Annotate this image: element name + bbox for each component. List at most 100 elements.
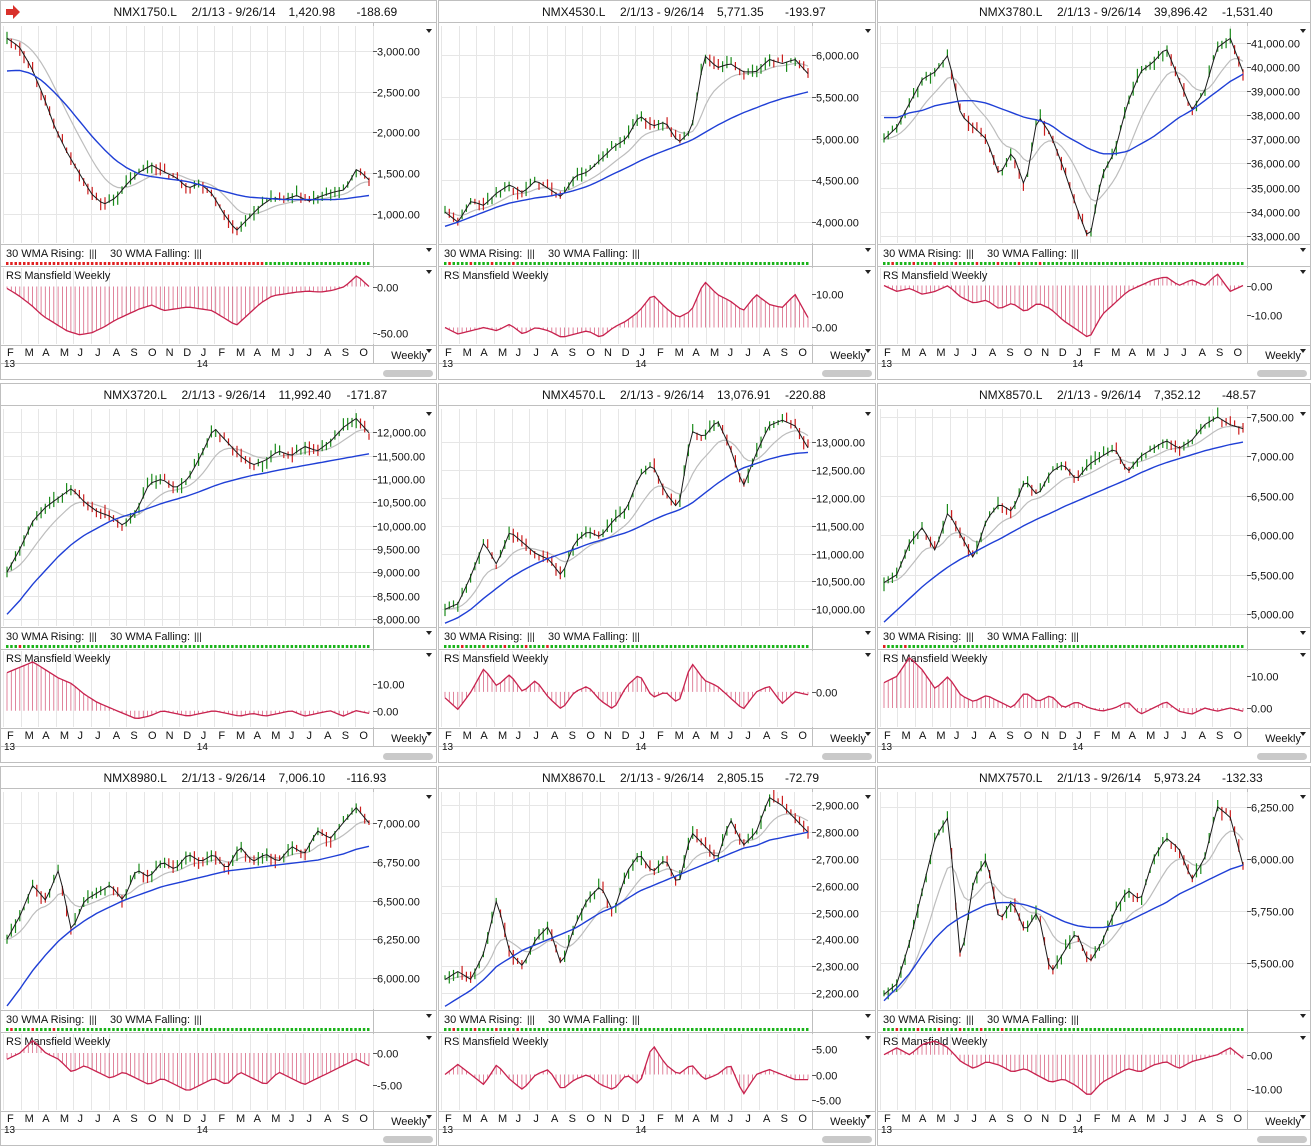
chart-panel-nmx3780-l[interactable]: NMX3780.L 2/1/13 - 9/26/14 39,896.42 -1,531… — [877, 0, 1311, 380]
month-tick-label: J — [1164, 730, 1170, 742]
wma-status-dot — [1144, 645, 1147, 648]
dropdown-triangle-icon[interactable] — [426, 795, 432, 799]
dropdown-triangle-icon[interactable] — [426, 1036, 432, 1040]
dropdown-triangle-icon[interactable] — [865, 631, 871, 635]
chart-svg: NMX3720.L 2/1/13 - 9/26/14 11,992.40 -171.8… — [0, 383, 437, 763]
horizontal-scrollbar[interactable] — [383, 753, 433, 760]
wma10-line — [444, 430, 809, 610]
horizontal-scrollbar[interactable] — [822, 753, 872, 760]
wma-status-dot — [52, 1028, 56, 1031]
wma-status-dot — [23, 262, 26, 265]
falling-marker: ||| — [194, 632, 202, 643]
horizontal-scrollbar[interactable] — [822, 1136, 872, 1143]
dropdown-triangle-icon[interactable] — [426, 270, 432, 274]
wma-status-dot — [925, 262, 928, 265]
dropdown-triangle-icon[interactable] — [426, 248, 432, 252]
dropdown-triangle-icon[interactable] — [426, 349, 432, 353]
horizontal-scrollbar[interactable] — [1257, 1136, 1307, 1143]
wma-status-dot — [448, 645, 451, 648]
date-range-label: 2/1/13 - 9/26/14 — [1057, 388, 1141, 402]
chart-panel-nmx7570-l[interactable]: NMX7570.L 2/1/13 - 9/26/14 5,973.24 -132.33… — [877, 766, 1311, 1146]
dropdown-triangle-icon[interactable] — [865, 1115, 871, 1119]
wma-status-dot — [358, 645, 361, 648]
wma-status-dot — [996, 1028, 1000, 1031]
wma-status-dot — [1194, 645, 1198, 648]
rs-tick-label: 0.00 — [1251, 1051, 1272, 1063]
horizontal-scrollbar[interactable] — [1257, 753, 1307, 760]
dropdown-triangle-icon[interactable] — [426, 631, 432, 635]
horizontal-scrollbar[interactable] — [1257, 370, 1307, 377]
wma-status-dot — [99, 645, 102, 648]
dropdown-triangle-icon[interactable] — [865, 732, 871, 736]
dropdown-triangle-icon[interactable] — [865, 248, 871, 252]
month-tick-label: J — [745, 347, 751, 359]
wma-status-dot — [290, 262, 294, 265]
date-range-label: 2/1/13 - 9/26/14 — [620, 5, 704, 19]
dropdown-triangle-icon[interactable] — [1300, 631, 1306, 635]
chart-panel-nmx1750-l[interactable]: NMX1750.L 2/1/13 - 9/26/14 1,420.98 -188.69… — [0, 0, 437, 380]
dropdown-triangle-icon[interactable] — [1300, 1014, 1306, 1018]
dropdown-triangle-icon[interactable] — [865, 1036, 871, 1040]
horizontal-scrollbar[interactable] — [822, 370, 872, 377]
dropdown-triangle-icon[interactable] — [1300, 795, 1306, 799]
chart-panel-nmx3720-l[interactable]: NMX3720.L 2/1/13 - 9/26/14 11,992.40 -171.8… — [0, 383, 437, 763]
wma-status-dot — [559, 645, 562, 648]
dropdown-triangle-icon[interactable] — [865, 795, 871, 799]
horizontal-scrollbar[interactable] — [383, 1136, 433, 1143]
dropdown-triangle-icon[interactable] — [1300, 1115, 1306, 1119]
horizontal-scrollbar[interactable] — [383, 370, 433, 377]
dropdown-triangle-icon[interactable] — [865, 653, 871, 657]
wma-status-dot — [129, 645, 132, 648]
price-line — [883, 806, 1244, 995]
dropdown-triangle-icon[interactable] — [1300, 653, 1306, 657]
y-tick-label: 36,000.00 — [1251, 159, 1300, 171]
dropdown-triangle-icon[interactable] — [865, 412, 871, 416]
dropdown-triangle-icon[interactable] — [1300, 412, 1306, 416]
wma-status-dot — [516, 645, 519, 648]
dropdown-triangle-icon[interactable] — [1300, 732, 1306, 736]
month-tick-label: O — [148, 730, 157, 742]
wma-status-dot — [1102, 645, 1105, 648]
wma-status-dot — [1127, 645, 1130, 648]
dropdown-triangle-icon[interactable] — [426, 1014, 432, 1018]
chart-panel-nmx8980-l[interactable]: NMX8980.L 2/1/13 - 9/26/14 7,006.10 -116.93… — [0, 766, 437, 1146]
chart-svg: NMX8980.L 2/1/13 - 9/26/14 7,006.10 -116.93… — [0, 766, 437, 1146]
dropdown-triangle-icon[interactable] — [1300, 349, 1306, 353]
month-tick-label: O — [798, 347, 807, 359]
dropdown-triangle-icon[interactable] — [1300, 248, 1306, 252]
wma-status-dot — [120, 645, 124, 648]
chart-panel-nmx4570-l[interactable]: NMX4570.L 2/1/13 - 9/26/14 13,076.91 -220.8… — [438, 383, 876, 763]
dropdown-triangle-icon[interactable] — [865, 270, 871, 274]
dropdown-triangle-icon[interactable] — [1300, 270, 1306, 274]
chart-panel-nmx8570-l[interactable]: NMX8570.L 2/1/13 - 9/26/14 7,352.12 -48.57 7… — [877, 383, 1311, 763]
year-label: 13 — [442, 1125, 454, 1136]
timeframe-label: Weekly — [391, 733, 427, 745]
wma-status-dot — [576, 262, 579, 265]
month-tick-label: J — [639, 730, 645, 742]
dropdown-triangle-icon[interactable] — [426, 29, 432, 33]
year-label: 14 — [197, 742, 209, 753]
chart-panel-nmx8670-l[interactable]: NMX8670.L 2/1/13 - 9/26/14 2,805.15 -72.79 2… — [438, 766, 876, 1146]
y-tick-label: 12,500.00 — [816, 466, 865, 478]
y-tick-label: 39,000.00 — [1251, 87, 1300, 99]
month-tick-label: O — [359, 347, 368, 359]
wma-status-dot — [171, 262, 175, 265]
dropdown-triangle-icon[interactable] — [1300, 1036, 1306, 1040]
dropdown-triangle-icon[interactable] — [1300, 29, 1306, 33]
wma-status-dot — [112, 645, 115, 648]
dropdown-triangle-icon[interactable] — [865, 1014, 871, 1018]
chart-panel-nmx4530-l[interactable]: NMX4530.L 2/1/13 - 9/26/14 5,771.35 -193.97… — [438, 0, 876, 380]
wma-status-dot — [542, 1028, 545, 1031]
wma-status-dot — [218, 262, 221, 265]
dropdown-triangle-icon[interactable] — [426, 1115, 432, 1119]
dropdown-triangle-icon[interactable] — [865, 349, 871, 353]
dropdown-triangle-icon[interactable] — [426, 412, 432, 416]
red-right-arrow-icon[interactable] — [6, 5, 20, 19]
month-tick-label: J — [639, 1113, 645, 1125]
dropdown-triangle-icon[interactable] — [426, 732, 432, 736]
wma-status-dot — [1123, 1028, 1126, 1031]
dropdown-triangle-icon[interactable] — [426, 653, 432, 657]
dropdown-triangle-icon[interactable] — [865, 29, 871, 33]
wma-status-dot — [1085, 262, 1088, 265]
wma-status-dot — [103, 645, 107, 648]
